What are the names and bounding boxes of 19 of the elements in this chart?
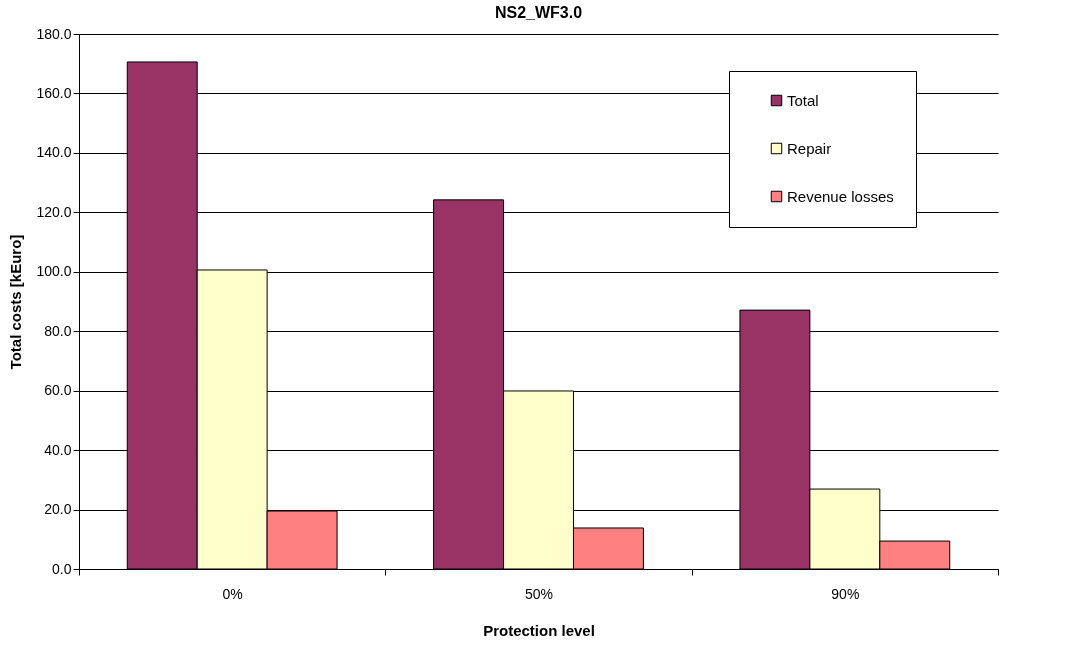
y-axis-title: Total costs [kEuro] [7,234,25,370]
y-tick-label: 60.0 [44,382,72,399]
y-tick-label: 100.0 [36,263,72,280]
y-tick-label: 0.0 [52,560,72,577]
legend-label: Repair [787,139,832,157]
x-tick-label: 90% [831,585,860,602]
chart-title: NS2_WF3.0 [494,4,583,21]
y-tick-label: 40.0 [44,441,72,458]
y-tick-label: 140.0 [36,144,72,161]
y-tick-label: 20.0 [44,501,72,518]
legend-label: Revenue losses [787,187,894,205]
x-tick-label: 50% [524,585,554,602]
y-tick-label: 120.0 [36,203,72,220]
legend-label: Total [787,91,819,109]
y-tick-label: 160.0 [36,84,72,101]
x-axis-title: Protection level [483,621,595,639]
x-tick-label: 0% [222,585,243,602]
y-tick-label: 80.0 [44,322,72,339]
y-tick-label: 180.0 [36,25,72,42]
